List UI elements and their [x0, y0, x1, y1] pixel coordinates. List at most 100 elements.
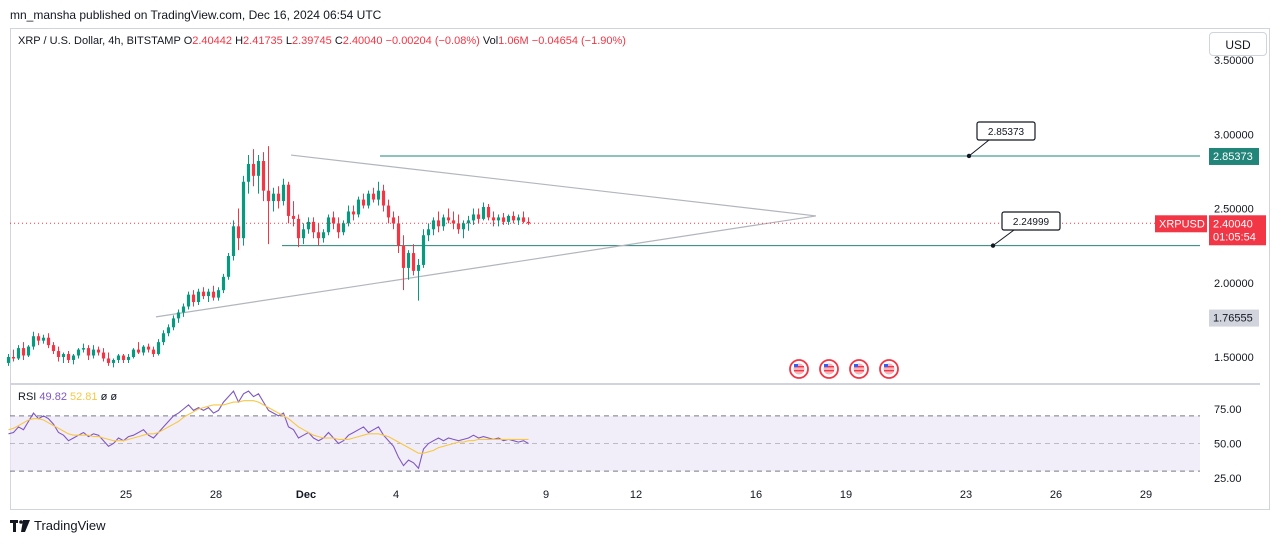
candle-body	[386, 205, 391, 218]
high-value: 2.41735	[243, 35, 283, 47]
callout-pointer	[992, 229, 1015, 247]
candle-body	[231, 226, 236, 257]
candle-body	[171, 318, 176, 328]
rsi-axis-label: 25.00	[1214, 473, 1242, 485]
event-flag-stripe	[884, 370, 894, 372]
candle-body	[86, 348, 91, 356]
event-flag-stripe	[794, 366, 804, 368]
event-flag-stripe	[824, 366, 834, 368]
candle-body	[416, 264, 421, 271]
date-axis-label: 4	[393, 489, 399, 501]
support-level-tag-bg	[1209, 309, 1259, 327]
event-flag-icon[interactable]	[879, 359, 899, 379]
change-value: −0.00204 (−0.08%)	[385, 35, 480, 47]
candle-body	[446, 217, 451, 221]
candle-body	[36, 336, 41, 341]
candle-body	[51, 345, 56, 352]
brand-name: TradingView	[34, 518, 106, 533]
event-flag-icon[interactable]	[819, 359, 839, 379]
candle-body	[111, 359, 116, 363]
low-value: 2.39745	[291, 35, 332, 47]
price-axis-label: 3.50000	[1214, 55, 1254, 67]
currency-button[interactable]: USD	[1209, 32, 1267, 56]
callout-text: 2.85373	[988, 127, 1025, 138]
price-axis-label: 1.50000	[1214, 352, 1254, 364]
tradingview-logo-icon	[10, 519, 30, 532]
close-value: 2.40040	[342, 35, 383, 47]
symbol-name[interactable]: XRP / U.S. Dollar, 4h, BITSTAMP	[18, 35, 181, 47]
callout-upper[interactable]: 2.85373	[966, 121, 1036, 159]
candle-body	[196, 291, 201, 303]
candle-body	[401, 245, 406, 268]
symbol-tag-bg	[1155, 215, 1207, 233]
candle-body	[56, 351, 61, 357]
chart-frame	[10, 28, 1270, 510]
candle-body	[221, 276, 226, 291]
callout-box	[976, 121, 1036, 141]
candle-body	[11, 357, 16, 359]
candle-body	[456, 223, 461, 230]
candle-body	[346, 211, 351, 224]
candle-body	[146, 346, 151, 350]
price-axis-label: 2.00000	[1214, 278, 1254, 290]
candle-body	[126, 357, 131, 360]
rsi-extra-2: ø	[110, 391, 118, 403]
event-flag-canton	[854, 364, 858, 367]
candle-body	[306, 221, 311, 230]
candle-body	[226, 256, 231, 277]
candle-body	[241, 181, 246, 239]
candle-body	[491, 217, 496, 221]
event-flag-stripe	[824, 370, 834, 372]
candle-body	[381, 190, 386, 206]
date-axis-label: 9	[543, 489, 549, 501]
candle-body	[311, 221, 316, 233]
tradingview-logo[interactable]: TradingView	[10, 518, 106, 533]
rsi-label: RSI	[18, 391, 37, 403]
event-flag-icon[interactable]	[789, 359, 809, 379]
candle-body	[466, 220, 471, 224]
high-label: H	[235, 35, 244, 47]
candle-body	[356, 199, 361, 215]
callout-lower[interactable]: 2.24999	[990, 211, 1061, 248]
last-price-tag-text: 2.40040	[1213, 218, 1253, 230]
rsi-legend[interactable]: RSI 49.82 52.81 ø ø	[18, 391, 117, 403]
upper-level-tag-bg	[1209, 147, 1259, 165]
candle-body	[321, 232, 326, 239]
event-flag-canton	[824, 364, 828, 367]
candle-body	[181, 306, 186, 313]
candle-body	[141, 346, 146, 353]
candle-body	[296, 218, 301, 239]
candle-body	[271, 193, 276, 202]
candle-body	[471, 214, 476, 221]
volume-change: −0.04654 (−1.90%)	[531, 35, 626, 47]
candle-body	[281, 184, 286, 202]
candle-body	[496, 217, 501, 221]
candle-body	[341, 223, 346, 233]
volume-value: 1.06M	[498, 35, 529, 47]
candle-body	[166, 327, 171, 334]
candle-body	[441, 217, 446, 227]
event-flag-icon[interactable]	[849, 359, 869, 379]
callout-anchor	[966, 153, 972, 159]
event-flag-stripe	[794, 370, 804, 372]
support-level-tag-text: 1.76555	[1213, 313, 1253, 325]
symbol-info-bar[interactable]: XRP / U.S. Dollar, 4h, BITSTAMP O2.40442…	[18, 35, 626, 47]
candle-body	[461, 223, 466, 230]
event-flag-stripe	[884, 366, 894, 368]
candle-body	[136, 349, 141, 353]
candle-body	[101, 352, 106, 359]
candle-body	[96, 349, 101, 353]
candle-body	[176, 312, 181, 319]
rsi-ma-value: 52.81	[70, 391, 98, 403]
candle-body	[191, 294, 196, 303]
date-axis-label: 16	[750, 489, 762, 501]
candle-body	[21, 348, 26, 356]
event-flag-stripe	[854, 370, 864, 372]
price-axis-label: 2.50000	[1214, 204, 1254, 216]
callout-box	[1001, 211, 1061, 231]
candle-body	[476, 214, 481, 219]
candle-body	[521, 217, 526, 222]
publisher-text: mn_mansha published on TradingView.com, …	[10, 8, 382, 22]
